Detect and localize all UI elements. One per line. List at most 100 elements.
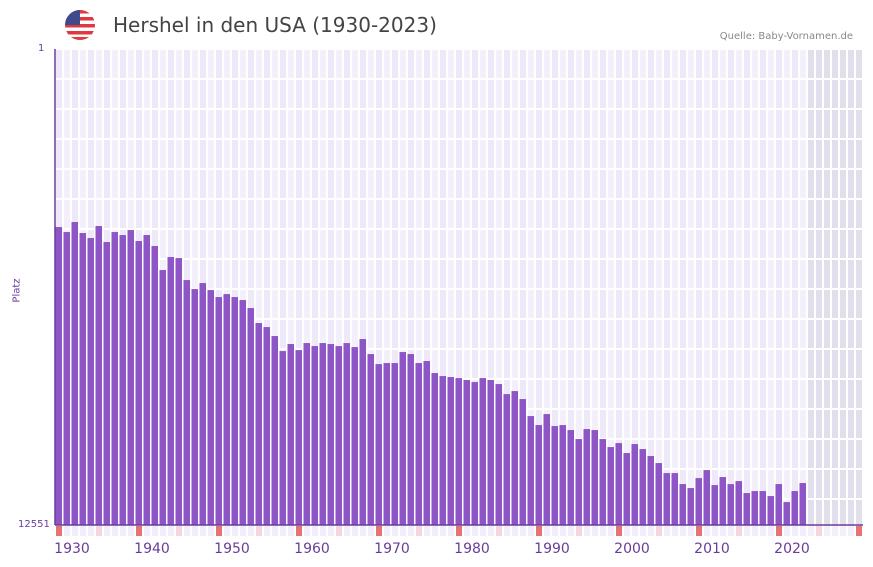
bar-1956 [271,336,278,525]
bar-1963 [327,344,334,525]
year-marker [616,526,622,536]
bar-1987 [519,399,526,525]
bar-2020 [783,502,790,525]
x-tick-1940: 1940 [134,541,170,557]
bar-2006 [671,473,678,525]
year-marker [712,526,718,536]
bar-1992 [559,425,566,525]
bar-2021 [791,491,798,525]
year-marker [736,526,742,536]
year-marker [400,526,406,536]
year-marker [392,526,398,536]
year-marker [128,526,134,536]
bar-1936 [111,232,118,525]
x-tick-2020: 2020 [774,541,810,557]
bar-1965 [343,343,350,525]
bar-1962 [319,343,326,525]
year-marker [64,526,70,536]
year-marker [208,526,214,536]
x-tick-1990: 1990 [534,541,570,557]
year-marker [352,526,358,536]
bar-1957 [279,351,286,525]
bar-1929 [55,227,62,525]
bar-1949 [215,297,222,525]
bar-1930 [63,232,70,525]
year-marker [320,526,326,536]
bar-1952 [239,300,246,525]
bar-2011 [711,485,718,525]
bar-chart-plot [54,49,863,536]
year-marker [656,526,662,536]
bar-2008 [687,488,694,525]
bar-2019 [775,484,782,525]
bar-2004 [655,463,662,525]
bar-1944 [175,258,182,525]
year-marker [624,526,630,536]
y-tick-top: 1 [38,43,45,54]
bar-2000 [623,453,630,525]
year-marker [704,526,710,536]
bar-1948 [207,290,214,525]
bar-2009 [695,478,702,525]
bar-1971 [391,363,398,525]
bar-1977 [439,376,446,525]
year-marker [232,526,238,536]
year-marker [368,526,374,536]
bar-1975 [423,361,430,525]
year-marker [560,526,566,536]
bar-1974 [415,363,422,525]
year-marker [144,526,150,536]
bar-1966 [351,347,358,525]
year-marker [296,526,302,536]
bar-1980 [463,380,470,525]
year-marker [256,526,262,536]
year-marker [520,526,526,536]
year-marker [312,526,318,536]
bar-1968 [367,354,374,525]
bar-2017 [759,491,766,525]
bar-1995 [583,429,590,525]
year-marker [664,526,670,536]
year-marker [824,526,830,536]
bar-1972 [399,352,406,525]
year-marker [696,526,702,536]
year-marker [136,526,142,536]
bar-1985 [503,394,510,525]
year-marker [80,526,86,536]
bar-1991 [551,426,558,525]
x-tick-1950: 1950 [214,541,250,557]
bar-2007 [679,484,686,525]
bar-1984 [495,384,502,525]
bar-2016 [751,491,758,525]
bar-1960 [303,343,310,525]
year-marker [480,526,486,536]
year-marker [384,526,390,536]
source-credit: Quelle: Baby-Vornamen.de [719,31,853,42]
bar-1997 [599,439,606,525]
bar-1982 [479,378,486,525]
year-marker [832,526,838,536]
year-marker [336,526,342,536]
year-marker [552,526,558,536]
year-marker [648,526,654,536]
bar-1945 [183,280,190,525]
year-marker [432,526,438,536]
year-marker [856,526,862,536]
year-marker [600,526,606,536]
year-marker [152,526,158,536]
year-marker [344,526,350,536]
bar-1986 [511,391,518,525]
bar-1959 [295,350,302,525]
year-marker [752,526,758,536]
year-marker [176,526,182,536]
bar-1931 [71,222,78,525]
bar-1951 [231,297,238,525]
year-marker [216,526,222,536]
year-marker [680,526,686,536]
year-marker [720,526,726,536]
bar-1940 [143,235,150,525]
year-marker [272,526,278,536]
bar-1938 [127,230,134,525]
year-marker [640,526,646,536]
bar-1932 [79,233,86,525]
